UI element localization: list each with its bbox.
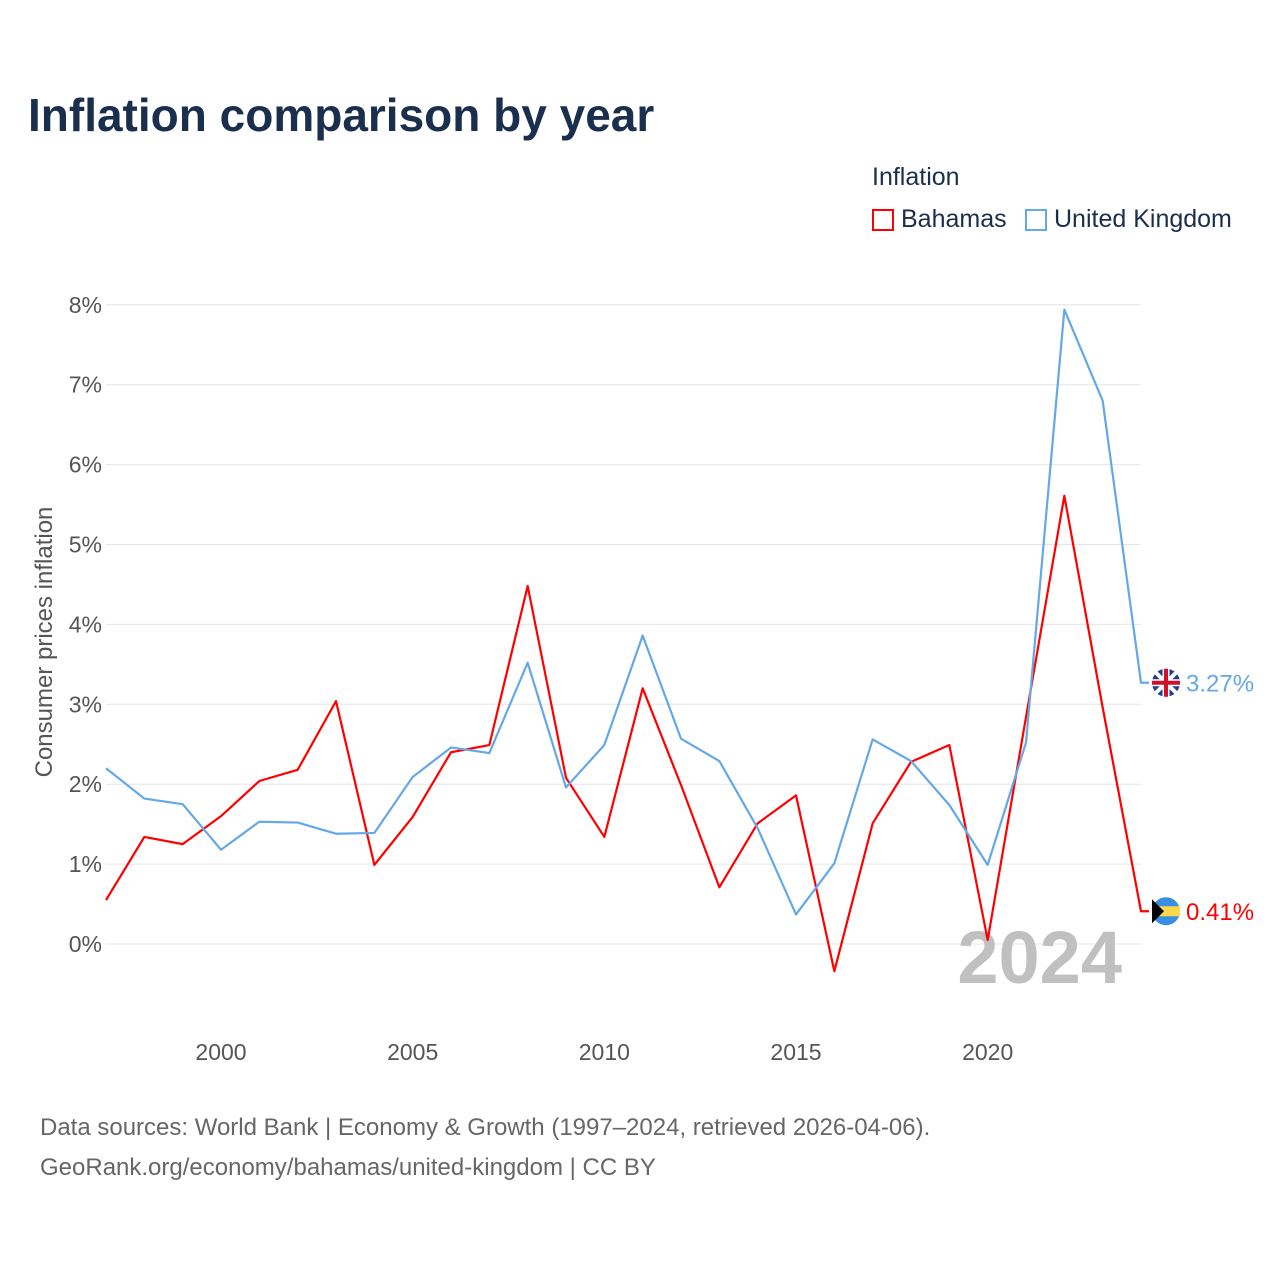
x-tick-label: 2000 — [195, 1039, 246, 1065]
data-point — [602, 743, 607, 748]
data-point — [755, 826, 760, 831]
data-point — [372, 830, 377, 835]
data-point — [180, 802, 185, 807]
legend-label: United Kingdom — [1054, 205, 1232, 233]
data-point — [640, 633, 645, 638]
y-tick-label: 4% — [69, 611, 102, 637]
y-tick-label: 8% — [69, 292, 102, 318]
data-point — [1139, 680, 1144, 685]
data-point — [1024, 740, 1029, 745]
data-point — [870, 821, 875, 826]
data-point — [257, 819, 262, 824]
legend-swatch — [872, 208, 894, 231]
year-watermark: 2024 — [957, 916, 1122, 999]
data-point — [794, 793, 799, 798]
data-point — [295, 767, 300, 772]
data-point — [679, 782, 684, 787]
data-point — [947, 802, 952, 807]
data-point — [142, 796, 147, 801]
data-point — [525, 660, 530, 665]
source-note: Data sources: World Bank | Economy & Gro… — [40, 1108, 930, 1188]
plot-area: 0% 1% 2% 3% 4% 5% 6% 7% 8% 2000 2005 2010 2015 2020 Co… — [31, 292, 1254, 1065]
data-point — [487, 751, 492, 756]
y-tick-label: 0% — [69, 931, 102, 957]
data-point — [410, 775, 415, 780]
source-line-1: Data sources: World Bank | Economy & Gro… — [40, 1114, 931, 1141]
data-point — [219, 814, 224, 819]
data-point — [449, 745, 454, 750]
data-point — [334, 831, 339, 836]
data-point — [870, 737, 875, 742]
y-tick-label: 7% — [69, 372, 102, 398]
data-point — [985, 938, 990, 943]
data-point — [832, 969, 837, 974]
data-point — [372, 862, 377, 867]
y-tick-label: 1% — [69, 851, 102, 877]
data-point — [1062, 307, 1067, 312]
data-point — [832, 861, 837, 866]
x-tick-label: 2005 — [387, 1039, 438, 1065]
data-point — [180, 842, 185, 847]
legend-swatch — [1025, 208, 1047, 231]
data-point — [602, 834, 607, 839]
y-tick-label: 5% — [69, 532, 102, 558]
data-point — [909, 759, 914, 764]
x-tick-label: 2015 — [770, 1039, 821, 1065]
series-line-bahamas — [105, 494, 1149, 973]
data-point — [295, 820, 300, 825]
x-tick-label: 2010 — [579, 1039, 630, 1065]
data-point — [717, 885, 722, 890]
legend-item-united-kingdom[interactable]: United Kingdom — [1025, 205, 1232, 234]
legend-label: Bahamas — [901, 205, 1007, 233]
data-point — [717, 759, 722, 764]
data-point — [985, 862, 990, 867]
data-point — [104, 766, 109, 771]
chart-title: Inflation comparison by year — [28, 89, 655, 141]
x-tick-label: 2020 — [962, 1039, 1013, 1065]
bahamas-flag-icon — [1152, 906, 1180, 917]
source-line-2[interactable]: GeoRank.org/economy/bahamas/united-kingd… — [40, 1154, 656, 1181]
data-point — [410, 814, 415, 819]
series-line-united-kingdom — [105, 308, 1149, 916]
legend-title: Inflation — [872, 163, 960, 191]
data-point — [679, 736, 684, 741]
bahamas-flag-icon — [1152, 899, 1164, 924]
data-point — [219, 847, 224, 852]
data-point — [564, 785, 569, 790]
data-point — [449, 750, 454, 755]
data-point — [1100, 705, 1105, 710]
data-point — [257, 779, 262, 784]
data-point — [794, 912, 799, 917]
uk-flag-icon — [1152, 668, 1180, 697]
data-point — [104, 898, 109, 903]
data-point — [947, 743, 952, 748]
data-point — [1062, 493, 1067, 498]
data-point — [640, 686, 645, 691]
y-tick-label: 3% — [69, 691, 102, 717]
y-tick-label: 6% — [69, 452, 102, 478]
end-value-label: 3.27% — [1186, 671, 1254, 698]
data-point — [142, 834, 147, 839]
data-point — [525, 584, 530, 589]
end-value-label: 0.41% — [1186, 899, 1254, 926]
y-tick-label: 2% — [69, 771, 102, 797]
data-point — [1100, 398, 1105, 403]
data-point — [1139, 909, 1144, 914]
legend-item-bahamas[interactable]: Bahamas — [872, 205, 1007, 234]
data-point — [334, 699, 339, 704]
y-axis-label: Consumer prices inflation — [31, 507, 58, 778]
